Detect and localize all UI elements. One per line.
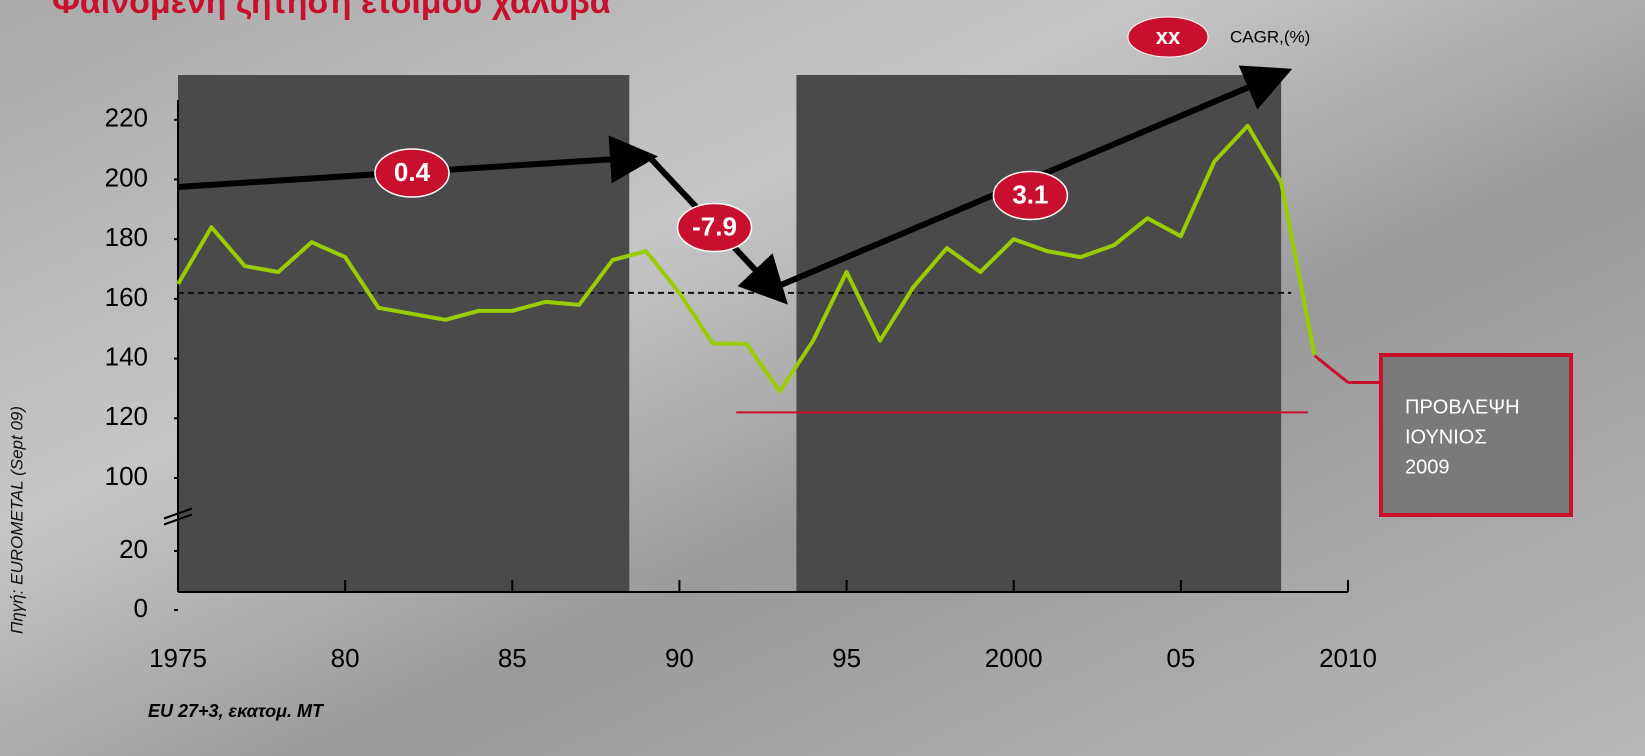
y-tick-label: 220 [105, 103, 148, 133]
forecast-note: 2009 [1405, 456, 1450, 478]
source: Πηγή: EUROMETAL (Sept 09) [7, 406, 26, 634]
x-tick-label: 95 [832, 643, 861, 673]
cagr-badge [676, 202, 753, 253]
x-tick-label: 80 [331, 643, 360, 673]
x-tick-label: 1975 [149, 643, 207, 673]
cagr-badge [374, 148, 450, 198]
y-tick-label: 20 [119, 534, 148, 564]
legend-marker [1127, 16, 1209, 58]
cagr-badge [992, 170, 1069, 221]
plot: 0 20 100 120 140 160 180 200 220 1975 80 85 90 95 2000… [105, 65, 1573, 673]
y-tick-label: 180 [105, 222, 148, 252]
x-tick-label: 85 [498, 643, 527, 673]
legend-marker-label: xx [1156, 24, 1181, 49]
y-tick-label: 0 [134, 593, 148, 623]
y-tick-label: 140 [105, 341, 148, 371]
data-line [1313, 354, 1349, 384]
cagr-label: -7.9 [692, 211, 737, 241]
legend-label: CAGR,(%) [1230, 27, 1310, 46]
x-tick-label: 90 [665, 643, 694, 673]
data-line [176, 123, 1317, 394]
x-tick-label: 2000 [985, 643, 1043, 673]
chart-title: Φαινόμενη ζήτηση έτοιμου χάλυβα [52, 0, 611, 21]
y-tick-label: 160 [105, 282, 148, 312]
cagr-label: 3.1 [1012, 179, 1048, 209]
y-tick-label: 200 [105, 162, 148, 192]
y-tick-label: 120 [105, 401, 148, 431]
subtitle: EU 27+3, εκατομ. MT [148, 701, 325, 721]
cagr-label: 0.4 [394, 157, 431, 187]
forecast-note: ΠΡΟΒΛΕΨΗ [1405, 396, 1520, 418]
forecast-box [1379, 353, 1573, 517]
y-tick-label: 100 [105, 461, 148, 491]
forecast-note: ΙΟΥΝΙΟΣ [1405, 426, 1487, 448]
shaded-period [796, 75, 1282, 592]
axis-break [163, 507, 193, 526]
x-tick-label: 05 [1166, 643, 1195, 673]
x-tick-label: 2010 [1319, 643, 1377, 673]
